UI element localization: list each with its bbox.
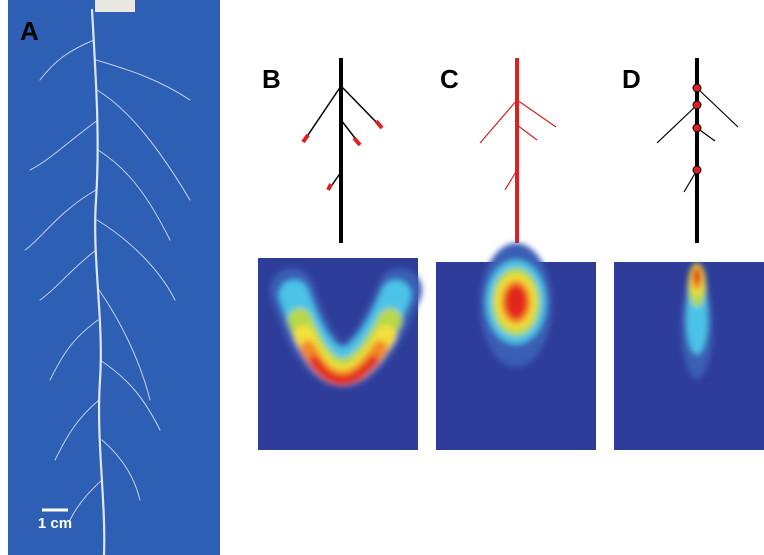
heatmap: [258, 258, 418, 450]
figure: A 1 cm B C D: [0, 0, 764, 555]
panel-label: C: [440, 64, 459, 94]
heatmap: [436, 243, 596, 450]
heatmap: [614, 262, 764, 450]
panel-label: D: [622, 64, 641, 94]
scale-bar-label: 1 cm: [38, 515, 72, 532]
panel-label: A: [20, 16, 39, 46]
root-diagram: [303, 58, 382, 243]
panel-label: B: [262, 64, 281, 94]
root-diagram: [657, 58, 738, 243]
root-photo: A 1 cm: [8, 0, 220, 555]
root-diagram: [480, 58, 556, 243]
